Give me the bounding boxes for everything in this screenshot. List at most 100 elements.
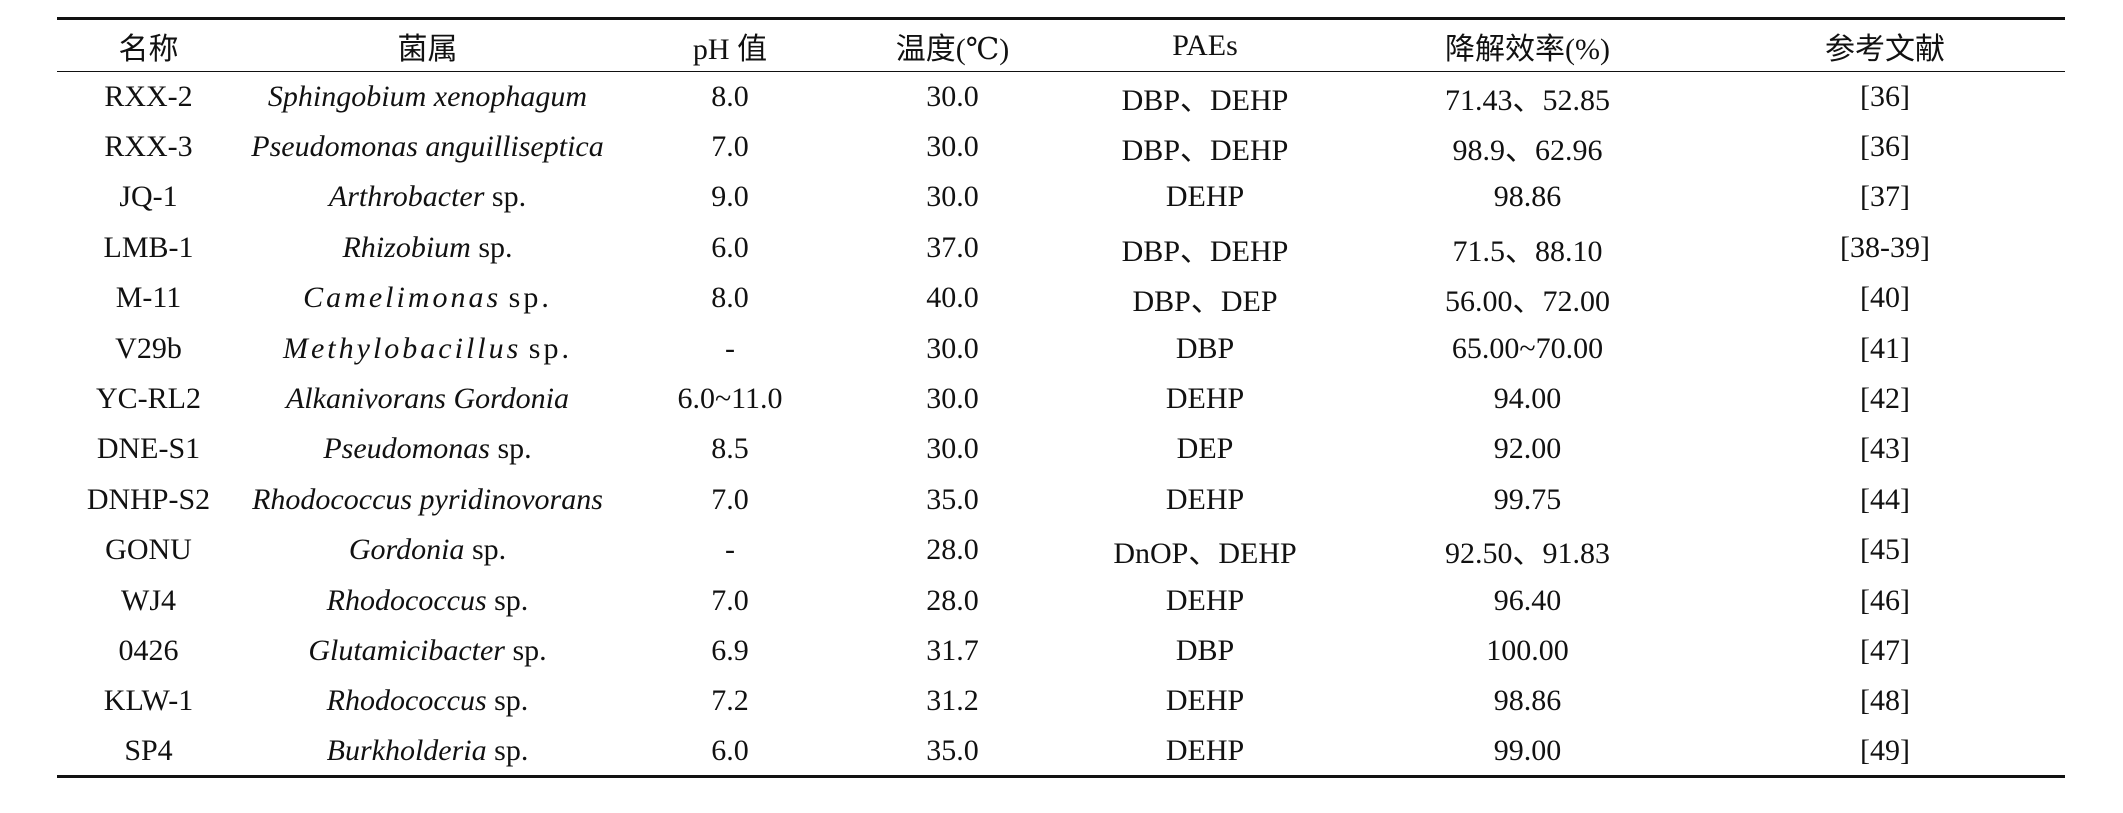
- cell-ph: 9.0: [711, 180, 749, 214]
- cell-paes: DBP、DEHP: [1121, 134, 1289, 168]
- cell-ph: 7.0: [711, 482, 749, 516]
- cell-paes: DEHP: [1165, 482, 1245, 516]
- table-row: GONU Gordonia sp. - 28.0 DnOP、DEHP 92.50、91.8…: [57, 525, 2065, 575]
- cell-paes: DBP、DEHP: [1121, 234, 1289, 268]
- cell-reference: [44]: [1860, 482, 1910, 516]
- cell-genus: Rhodococcus sp.: [240, 676, 615, 726]
- header-efficiency: 降解效率(%): [1445, 32, 1610, 66]
- cell-ph: 6.0: [711, 734, 749, 768]
- cell-paes: DEHP: [1165, 583, 1245, 617]
- cell-efficiency: 100.00: [1486, 633, 1569, 667]
- table-row: M-11 Camelimonas sp. 8.0 40.0 DBP、DEP 56.00、7…: [57, 273, 2065, 323]
- table-row: WJ4 Rhodococcus sp. 7.0 28.0 DEHP 96.40 [46]: [57, 575, 2065, 625]
- cell-ph: 8.0: [711, 281, 749, 315]
- cell-temperature: 30.0: [926, 432, 979, 466]
- cell-reference: [48]: [1860, 684, 1910, 718]
- cell-genus: Methylobacillus sp.: [240, 323, 615, 373]
- cell-reference: [41]: [1860, 331, 1910, 365]
- cell-temperature: 35.0: [926, 734, 979, 768]
- genus-name: Camelimonas: [303, 281, 502, 315]
- table-row: V29b Methylobacillus sp. - 30.0 DBP 65.00~70.…: [57, 323, 2065, 373]
- table-row: DNE-S1 Pseudomonas sp. 8.5 30.0 DEP 92.00 [43]: [57, 424, 2065, 474]
- table-row: RXX-2 Sphingobium xenophagum 8.0 30.0 DBP、DE…: [57, 72, 2065, 122]
- cell-reference: [46]: [1860, 583, 1910, 617]
- cell-ph: 6.9: [711, 633, 749, 667]
- cell-efficiency: 92.50、91.83: [1445, 537, 1610, 571]
- species-abbrev: sp.: [494, 734, 529, 768]
- cell-ph: -: [725, 533, 735, 567]
- cell-ph: 7.2: [711, 684, 749, 718]
- table-row: RXX-3 Pseudomonas anguilliseptica 7.0 30.0 D…: [57, 122, 2065, 172]
- species-abbrev: sp.: [512, 633, 547, 667]
- species-abbrev: sp.: [497, 432, 532, 466]
- cell-ph: 7.0: [711, 130, 749, 164]
- genus-name: Alkanivorans Gordonia: [285, 382, 570, 416]
- genus-name: Pseudomonas: [323, 432, 490, 466]
- cell-paes: DBP: [1175, 633, 1235, 667]
- cell-ph: 6.0~11.0: [677, 382, 783, 416]
- cell-name: RXX-2: [104, 79, 193, 113]
- cell-name: YC-RL2: [96, 382, 201, 416]
- cell-paes: DEP: [1176, 432, 1234, 466]
- cell-temperature: 31.2: [926, 684, 979, 718]
- table-header-row: 名称 菌属 pH 值 温度(℃) PAEs 降解效率(%) 参考文献: [57, 18, 2065, 72]
- cell-reference: [37]: [1860, 180, 1910, 214]
- species-abbrev: sp.: [491, 180, 527, 214]
- cell-genus: Pseudomonas sp.: [240, 424, 615, 474]
- cell-reference: [42]: [1860, 382, 1910, 416]
- header-genus: 菌属: [397, 32, 458, 66]
- cell-temperature: 28.0: [926, 533, 979, 567]
- cell-temperature: 35.0: [926, 482, 979, 516]
- cell-genus: Pseudomonas anguilliseptica: [240, 122, 615, 172]
- genus-name: Glutamicibacter: [308, 633, 505, 667]
- cell-reference: [40]: [1860, 281, 1910, 315]
- cell-name: V29b: [115, 331, 182, 365]
- cell-name: 0426: [118, 633, 179, 667]
- species-abbrev: sp.: [494, 684, 529, 718]
- cell-name: M-11: [115, 281, 182, 315]
- genus-name: Rhodococcus pyridinovorans: [252, 482, 603, 516]
- cell-genus: Gordonia sp.: [240, 525, 615, 575]
- cell-efficiency: 71.5、88.10: [1452, 234, 1603, 268]
- table-row: YC-RL2 Alkanivorans Gordonia 6.0~11.0 30.0 D…: [57, 374, 2065, 424]
- cell-ph: -: [725, 331, 735, 365]
- cell-temperature: 31.7: [926, 633, 979, 667]
- genus-name: Sphingobium xenophagum: [267, 79, 588, 113]
- cell-paes: DEHP: [1165, 684, 1245, 718]
- genus-name: Rhodococcus: [326, 684, 487, 718]
- cell-efficiency: 65.00~70.00: [1451, 331, 1604, 365]
- cell-paes: DEHP: [1165, 382, 1245, 416]
- cell-name: SP4: [124, 734, 173, 768]
- cell-temperature: 30.0: [926, 331, 979, 365]
- cell-genus: Rhodococcus pyridinovorans: [240, 475, 615, 525]
- cell-genus: Alkanivorans Gordonia: [240, 374, 615, 424]
- cell-efficiency: 98.9、62.96: [1452, 134, 1603, 168]
- cell-genus: Glutamicibacter sp.: [240, 626, 615, 676]
- cell-efficiency: 92.00: [1493, 432, 1562, 466]
- cell-reference: [49]: [1860, 734, 1910, 768]
- cell-efficiency: 98.86: [1493, 180, 1562, 214]
- cell-name: DNE-S1: [96, 432, 201, 466]
- header-ph: pH 值: [692, 32, 768, 66]
- species-abbrev: sp.: [478, 230, 513, 264]
- cell-name: LMB-1: [103, 230, 194, 264]
- cell-efficiency: 99.00: [1493, 734, 1562, 768]
- cell-temperature: 40.0: [926, 281, 979, 315]
- genus-name: Arthrobacter: [328, 180, 485, 214]
- table-row: KLW-1 Rhodococcus sp. 7.2 31.2 DEHP 98.86 [48]: [57, 676, 2065, 726]
- header-paes: PAEs: [1172, 28, 1238, 62]
- table-row: JQ-1 Arthrobacter sp. 9.0 30.0 DEHP 98.86 [37]: [57, 172, 2065, 222]
- genus-name: Rhizobium: [342, 230, 471, 264]
- cell-efficiency: 98.86: [1493, 684, 1562, 718]
- header-reference: 参考文献: [1825, 32, 1945, 66]
- strain-table-container: 名称 菌属 pH 值 温度(℃) PAEs 降解效率(%) 参考文献 RXX-2…: [57, 17, 2065, 778]
- cell-genus: Camelimonas sp.: [240, 273, 615, 323]
- paes-degrading-strains-table: 名称 菌属 pH 值 温度(℃) PAEs 降解效率(%) 参考文献 RXX-2…: [57, 17, 2065, 778]
- cell-name: JQ-1: [119, 180, 178, 214]
- cell-reference: [36]: [1860, 79, 1910, 113]
- cell-paes: DBP、DEHP: [1121, 83, 1289, 117]
- cell-genus: Rhizobium sp.: [240, 223, 615, 273]
- cell-genus: Burkholderia sp.: [240, 727, 615, 777]
- cell-name: RXX-3: [104, 130, 193, 164]
- cell-reference: [45]: [1860, 533, 1910, 567]
